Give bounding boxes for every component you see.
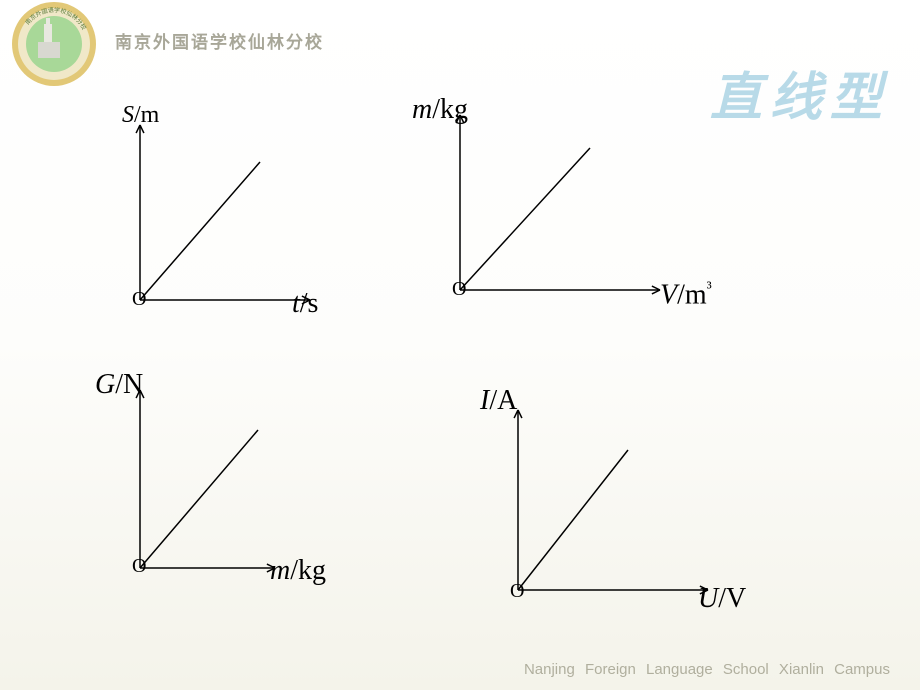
y-axis-label: m/kg: [412, 94, 468, 126]
x-axis-label: t/s: [292, 288, 318, 320]
footer-text: Nanjing Foreign Language School Xianlin …: [524, 661, 890, 678]
chart-i-u: I/A U/V O: [498, 375, 798, 625]
school-name-header: 南京外国语学校仙林分校: [115, 28, 324, 53]
y-axis-label: G/N: [95, 369, 143, 401]
y-axis-label: I/A: [480, 385, 517, 417]
origin-label: O: [132, 555, 146, 578]
charts-grid: S/m t/s O m/kg V/m³ O: [0, 100, 920, 660]
school-logo: 南京外国语学校仙林分校: [10, 0, 98, 88]
chart-m-v: m/kg V/m³ O: [440, 100, 760, 320]
x-axis-label: V/m³: [660, 278, 712, 311]
y-axis-label: S/m: [122, 102, 159, 129]
chart-s-t: S/m t/s O: [120, 110, 400, 330]
origin-label: O: [510, 580, 524, 603]
chart-g-m: G/N m/kg O: [120, 375, 420, 600]
x-axis-label: U/V: [698, 583, 746, 615]
x-axis-label: m/kg: [270, 555, 326, 587]
origin-label: O: [452, 278, 466, 301]
origin-label: O: [132, 288, 146, 311]
